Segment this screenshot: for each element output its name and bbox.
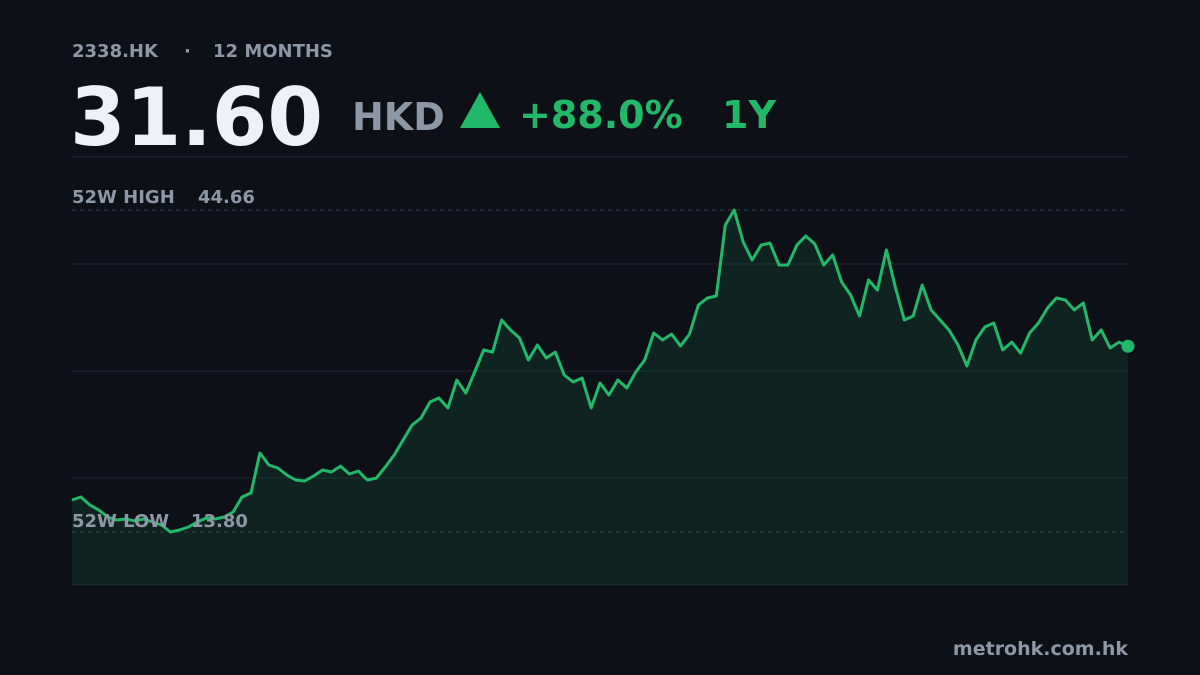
- change: +88.0%: [519, 93, 683, 137]
- range: 1Y: [722, 93, 776, 137]
- ticker: 2338.HK: [72, 41, 159, 62]
- price: 31.60: [70, 71, 323, 164]
- period: 12 MONTHS: [213, 41, 333, 62]
- separator: ·: [184, 41, 191, 62]
- low-value: 13.80: [191, 511, 248, 532]
- last-point: [1121, 339, 1135, 353]
- high-label: 52W HIGH: [72, 187, 175, 208]
- source: metrohk.com.hk: [953, 638, 1128, 660]
- currency: HKD: [352, 95, 445, 139]
- high-value: 44.66: [198, 187, 255, 208]
- price-line: [71, 208, 1129, 534]
- plot: 52W HIGH 44.66 52W LOW 13.80: [71, 156, 1135, 586]
- low-label: 52W LOW: [72, 511, 169, 532]
- up-arrow: [460, 92, 500, 128]
